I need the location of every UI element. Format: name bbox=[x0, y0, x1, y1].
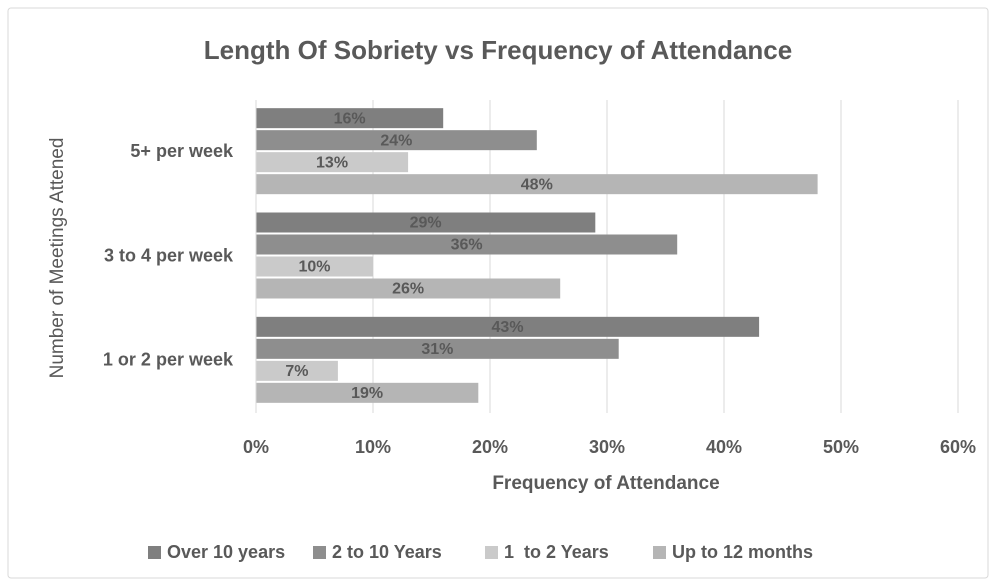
legend-label: 2 to 10 Years bbox=[332, 542, 442, 562]
data-label: 48% bbox=[521, 176, 553, 193]
y-axis-title: Number of Meetings Attened bbox=[47, 138, 68, 379]
legend-label: Up to 12 months bbox=[672, 542, 813, 562]
chart-title: Length Of Sobriety vs Frequency of Atten… bbox=[204, 35, 792, 65]
bar bbox=[256, 278, 561, 299]
x-axis-title: Frequency of Attendance bbox=[492, 473, 719, 494]
bar bbox=[256, 316, 760, 337]
data-label: 26% bbox=[392, 281, 424, 298]
x-tick-label: 30% bbox=[589, 437, 625, 457]
x-tick-label: 40% bbox=[706, 437, 742, 457]
legend-label: 1 to 2 Years bbox=[504, 542, 609, 562]
legend-swatch bbox=[313, 546, 326, 559]
bar bbox=[256, 382, 479, 403]
bar bbox=[256, 174, 818, 195]
data-label: 19% bbox=[351, 385, 383, 402]
x-tick-label: 50% bbox=[823, 437, 859, 457]
x-tick-label: 20% bbox=[472, 437, 508, 457]
bar bbox=[256, 234, 678, 255]
data-label: 10% bbox=[298, 259, 330, 276]
x-tick-label: 10% bbox=[355, 437, 391, 457]
legend-swatch bbox=[653, 546, 666, 559]
x-tick-label: 60% bbox=[940, 437, 976, 457]
data-label: 13% bbox=[316, 154, 348, 171]
data-label: 29% bbox=[410, 215, 442, 232]
data-label: 16% bbox=[334, 110, 366, 127]
y-tick-label: 5+ per week bbox=[130, 141, 234, 161]
bar bbox=[256, 338, 619, 359]
data-label: 36% bbox=[451, 237, 483, 254]
bar bbox=[256, 212, 596, 233]
bar bbox=[256, 152, 409, 173]
x-tick-label: 0% bbox=[243, 437, 269, 457]
bar bbox=[256, 108, 444, 129]
bar bbox=[256, 256, 373, 277]
data-label: 43% bbox=[492, 319, 524, 336]
bar bbox=[256, 360, 338, 381]
legend-label: Over 10 years bbox=[167, 542, 285, 562]
y-tick-label: 1 or 2 per week bbox=[103, 350, 234, 370]
legend-swatch bbox=[148, 546, 161, 559]
data-label: 7% bbox=[285, 363, 308, 380]
y-tick-label: 3 to 4 per week bbox=[104, 245, 234, 265]
data-label: 24% bbox=[380, 132, 412, 149]
data-label: 31% bbox=[421, 341, 453, 358]
bar bbox=[256, 130, 537, 151]
legend-swatch bbox=[485, 546, 498, 559]
